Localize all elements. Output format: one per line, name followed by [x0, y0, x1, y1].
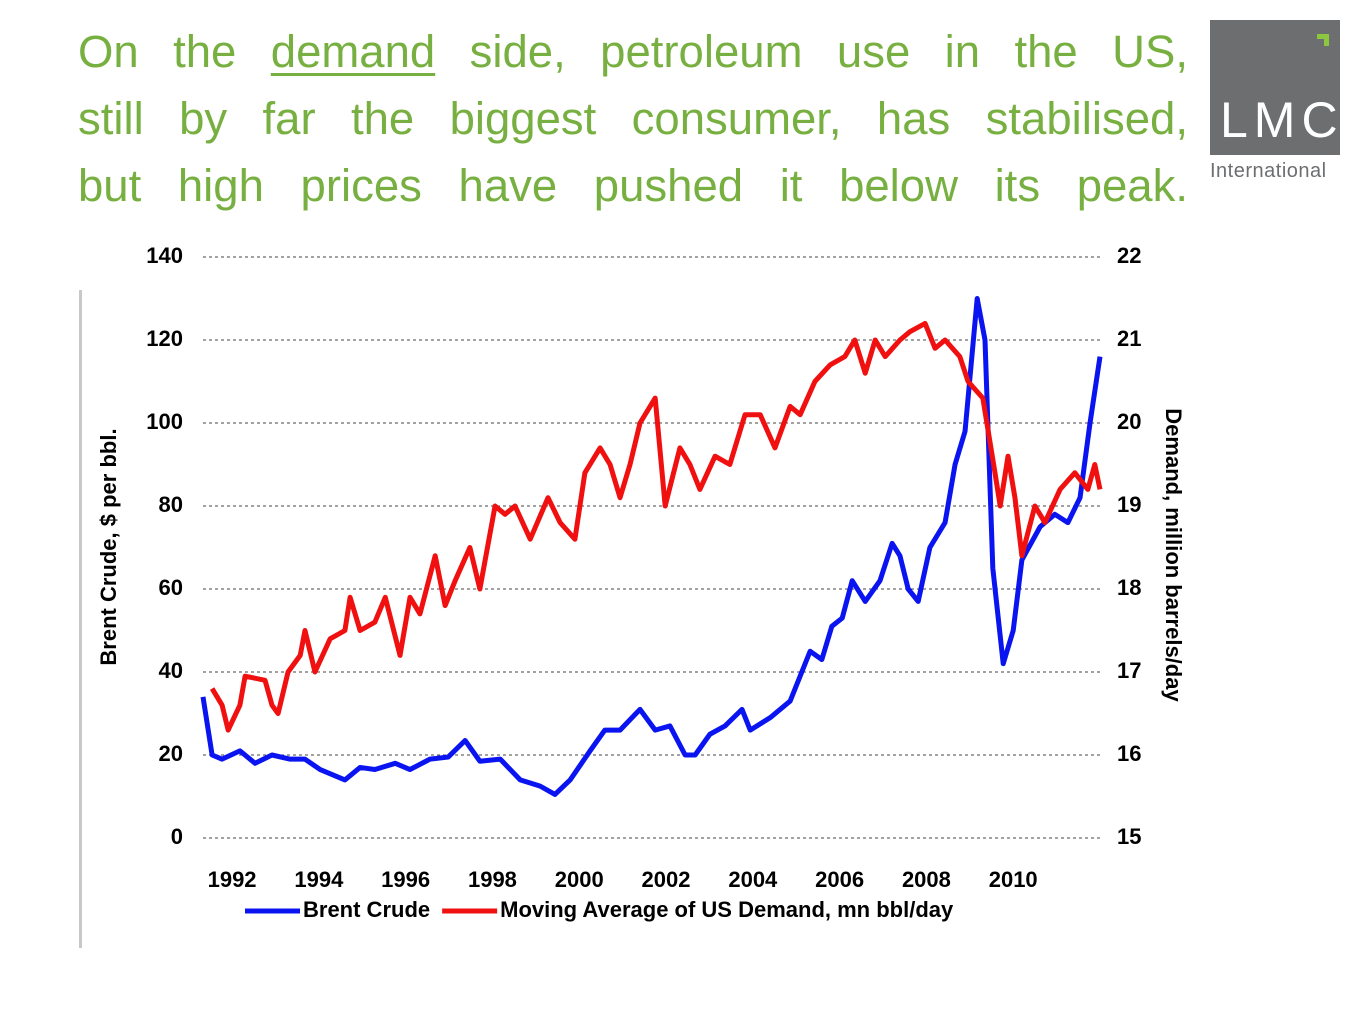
- x-tick-label: 2010: [989, 867, 1038, 892]
- x-tick-label: 2008: [902, 867, 951, 892]
- y2-tick-label: 16: [1117, 741, 1141, 766]
- y2-tick-label: 19: [1117, 492, 1141, 517]
- title-line: still by far the biggest consumer, has s…: [78, 93, 1188, 144]
- logo-subtitle: International: [1210, 160, 1327, 182]
- y-axis-label: Brent Crude, $ per bbl.: [96, 428, 121, 665]
- logo-name: LMC: [1220, 92, 1344, 148]
- y2-tick-label: 21: [1117, 326, 1141, 351]
- logo-corner: [1317, 34, 1329, 46]
- y-tick-label: 100: [146, 409, 183, 434]
- x-tick-label: 2002: [642, 867, 691, 892]
- y-tick-label: 20: [159, 741, 183, 766]
- divider: [79, 290, 82, 948]
- title-emphasis: demand: [270, 26, 436, 77]
- y-tick-label: 120: [146, 326, 183, 351]
- x-tick-label: 2004: [728, 867, 778, 892]
- x-tick-label: 1992: [208, 867, 257, 892]
- title-text: On the: [78, 26, 271, 77]
- x-tick-label: 1996: [381, 867, 430, 892]
- data-line: [209, 320, 1103, 733]
- y2-tick-label: 17: [1117, 658, 1141, 683]
- title-line: but high prices have pushed it below its…: [78, 160, 1188, 211]
- legend-label: Moving Average of US Demand, mn bbl/day: [500, 897, 954, 922]
- slide-title: On the demand side, petroleum use in the…: [78, 18, 1188, 219]
- title-text: side, petroleum use in the US,: [435, 26, 1188, 77]
- y2-tick-label: 15: [1117, 824, 1141, 849]
- title-line: On the demand side, petroleum use in the…: [78, 18, 1188, 85]
- y-tick-label: 0: [171, 824, 183, 849]
- y-tick-label: 80: [159, 492, 183, 517]
- legend-label: Brent Crude: [303, 897, 430, 922]
- y2-axis-label: Demand, million barrels/day: [1161, 408, 1186, 702]
- y2-tick-label: 18: [1117, 575, 1141, 600]
- data-line: [200, 296, 1103, 797]
- y-tick-label: 60: [159, 575, 183, 600]
- x-tick-label: 2006: [815, 867, 864, 892]
- y-tick-label: 140: [146, 243, 183, 268]
- y2-tick-label: 20: [1117, 409, 1141, 434]
- logo: LMC: [1210, 20, 1340, 155]
- x-tick-label: 1994: [294, 867, 344, 892]
- y2-tick-label: 22: [1117, 243, 1141, 268]
- y-tick-label: 40: [159, 658, 183, 683]
- x-tick-label: 2000: [555, 867, 604, 892]
- x-tick-label: 1998: [468, 867, 517, 892]
